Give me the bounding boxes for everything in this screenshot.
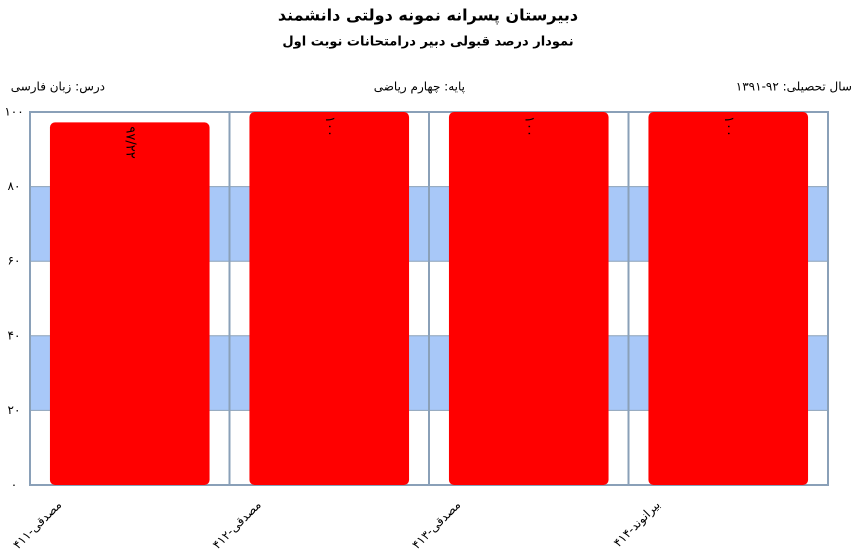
bar — [648, 112, 809, 485]
x-tick-label: مصدقی-۴۱۳ — [409, 498, 463, 552]
bar — [448, 112, 609, 485]
x-tick-label: مصدقی-۴۱۲ — [210, 498, 264, 552]
y-tick-label: ۲۰ — [8, 403, 21, 417]
bar — [249, 112, 410, 485]
y-tick-label: ۶۰ — [8, 254, 21, 268]
info-text: پایه: چهارم ریاضی — [374, 80, 465, 95]
y-tick-label: ۱۰۰ — [4, 105, 23, 119]
y-tick-label: ۸۰ — [8, 179, 21, 193]
value-label: ۱۰۰ — [721, 116, 736, 137]
value-label: ۱۰۰ — [322, 116, 337, 137]
value-label: ۱۰۰ — [521, 116, 536, 137]
chart-subtitle: نمودار درصد قبولی دبیر درامتحانات نوبت ا… — [282, 35, 573, 50]
y-tick-label: ۴۰ — [8, 328, 21, 342]
value-label: ۹۷/۲۲ — [122, 126, 137, 158]
bar — [49, 122, 210, 486]
x-tick-label: بیرانوند-۴۱۴ — [611, 498, 664, 551]
info-text: درس: زبان فارسی — [11, 80, 105, 95]
x-tick-label: مصدقی-۴۱۱ — [10, 498, 64, 552]
chart-title: دبیرستان پسرانه نمونه دولتی دانشمند — [278, 6, 578, 26]
y-tick-label: ۰ — [11, 478, 17, 492]
info-text: سال تحصیلی: ۹۲-۱۳۹۱ — [736, 80, 852, 94]
plot-frame — [29, 111, 829, 486]
